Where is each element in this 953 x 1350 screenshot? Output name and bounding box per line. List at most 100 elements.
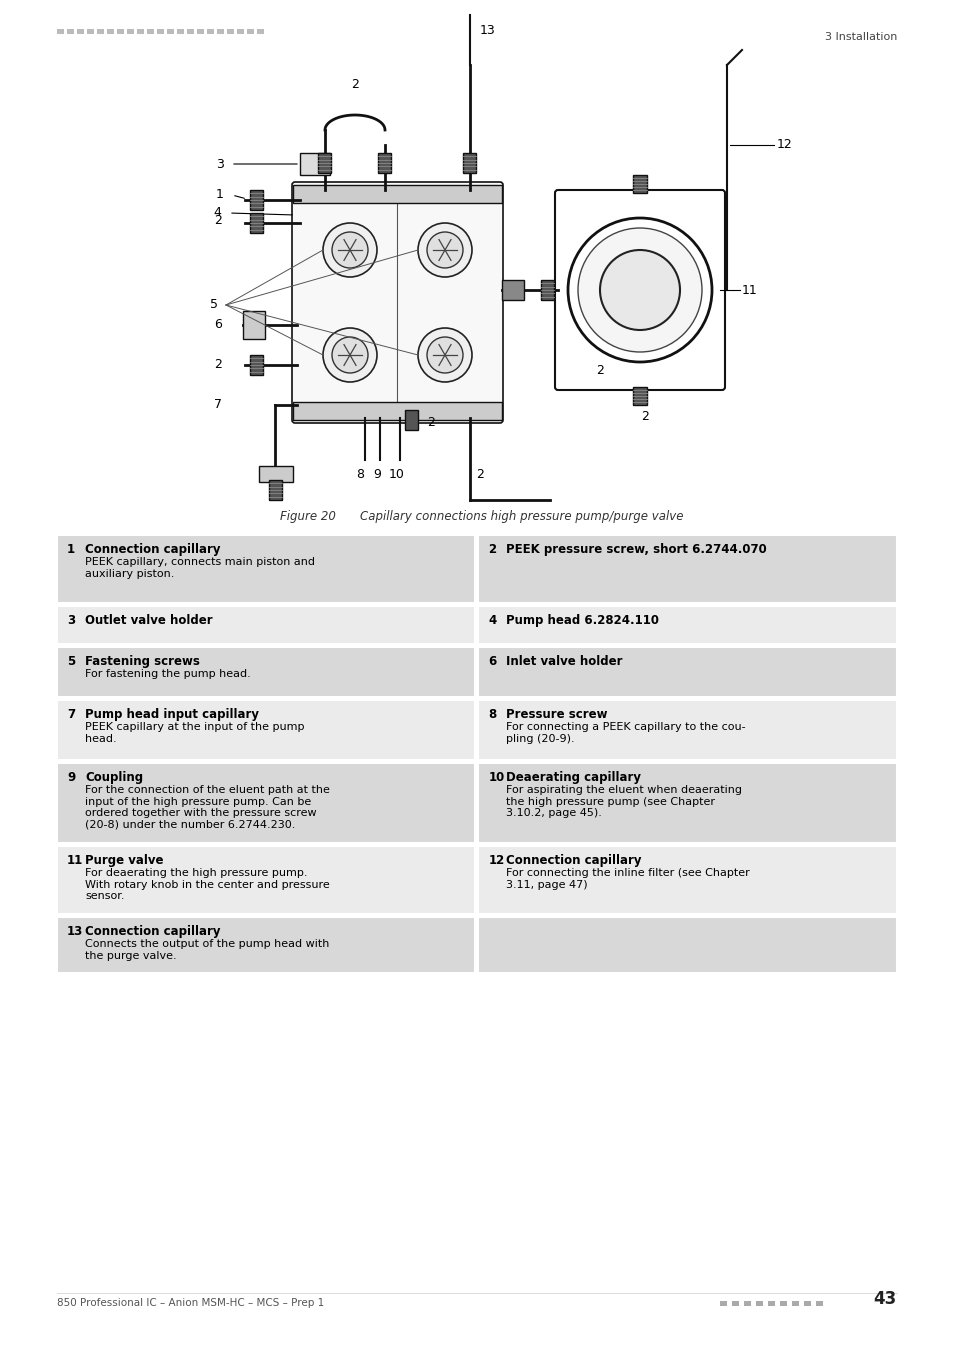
Bar xyxy=(731,1301,739,1305)
Bar xyxy=(405,410,417,431)
Bar xyxy=(478,846,896,914)
Text: 11: 11 xyxy=(67,855,83,867)
Circle shape xyxy=(578,228,701,352)
Bar xyxy=(501,279,523,300)
Text: Purge valve: Purge valve xyxy=(85,855,163,867)
Text: Pump head input capillary: Pump head input capillary xyxy=(85,707,258,721)
Text: 11: 11 xyxy=(741,284,757,297)
Bar xyxy=(207,28,213,34)
Text: Connection capillary: Connection capillary xyxy=(85,543,220,556)
Bar xyxy=(216,28,224,34)
Text: 2: 2 xyxy=(488,543,497,556)
Text: 8: 8 xyxy=(355,468,364,482)
Text: 5: 5 xyxy=(67,655,75,668)
Bar xyxy=(57,535,475,603)
Bar xyxy=(478,701,896,760)
Bar xyxy=(57,917,475,973)
Circle shape xyxy=(599,250,679,329)
Text: For connecting the inline filter (see Chapter
3.11, page 47): For connecting the inline filter (see Ch… xyxy=(506,868,749,890)
Bar xyxy=(767,1301,774,1305)
Text: Outlet valve holder: Outlet valve holder xyxy=(85,614,213,626)
Text: Connects the output of the pump head with
the purge valve.: Connects the output of the pump head wit… xyxy=(85,940,329,961)
Bar xyxy=(258,466,293,482)
Text: 7: 7 xyxy=(67,707,75,721)
Bar xyxy=(478,917,896,973)
Bar xyxy=(318,153,331,173)
Bar xyxy=(97,28,104,34)
Bar xyxy=(743,1301,750,1305)
Bar xyxy=(77,28,84,34)
Text: For connecting a PEEK capillary to the cou-
pling (20-9).: For connecting a PEEK capillary to the c… xyxy=(506,722,745,744)
Bar xyxy=(780,1301,786,1305)
FancyBboxPatch shape xyxy=(292,182,502,423)
Bar xyxy=(127,28,133,34)
Text: Pump head 6.2824.110: Pump head 6.2824.110 xyxy=(506,614,659,626)
Bar xyxy=(293,185,501,202)
Bar xyxy=(57,701,475,760)
Text: Capillary connections high pressure pump/purge valve: Capillary connections high pressure pump… xyxy=(359,510,682,522)
Bar xyxy=(251,190,263,211)
Bar xyxy=(791,1301,799,1305)
Bar xyxy=(243,310,265,339)
Text: 1: 1 xyxy=(216,189,224,201)
Text: 9: 9 xyxy=(67,771,75,784)
Text: PEEK capillary, connects main piston and
auxiliary piston.: PEEK capillary, connects main piston and… xyxy=(85,558,314,579)
Bar xyxy=(251,355,263,375)
Circle shape xyxy=(332,338,368,373)
Bar xyxy=(478,763,896,842)
Text: For fastening the pump head.: For fastening the pump head. xyxy=(85,670,251,679)
Text: For the connection of the eluent path at the
input of the high pressure pump. Ca: For the connection of the eluent path at… xyxy=(85,784,330,830)
Text: 2: 2 xyxy=(213,215,222,228)
Bar xyxy=(187,28,193,34)
Bar xyxy=(137,28,144,34)
Bar xyxy=(478,647,896,697)
Text: 13: 13 xyxy=(479,23,496,36)
Text: 5: 5 xyxy=(210,298,218,312)
Bar xyxy=(463,153,476,173)
Bar xyxy=(478,606,896,644)
Bar xyxy=(57,647,475,697)
Text: PEEK capillary at the input of the pump
head.: PEEK capillary at the input of the pump … xyxy=(85,722,304,744)
Bar xyxy=(293,402,501,420)
Bar xyxy=(57,846,475,914)
Text: 2: 2 xyxy=(213,359,222,371)
Text: For aspirating the eluent when deaerating
the high pressure pump (see Chapter
3.: For aspirating the eluent when deaeratin… xyxy=(506,784,741,818)
Bar xyxy=(633,387,646,405)
Circle shape xyxy=(417,328,472,382)
Text: 2: 2 xyxy=(476,468,483,482)
Text: For deaerating the high pressure pump.
With rotary knob in the center and pressu: For deaerating the high pressure pump. W… xyxy=(85,868,330,902)
Bar xyxy=(177,28,184,34)
Bar xyxy=(67,28,74,34)
Text: 8: 8 xyxy=(488,707,497,721)
Bar xyxy=(117,28,124,34)
Text: 7: 7 xyxy=(213,398,222,412)
Text: Deaerating capillary: Deaerating capillary xyxy=(506,771,640,784)
Bar xyxy=(147,28,153,34)
Text: 10: 10 xyxy=(488,771,504,784)
Text: Fastening screws: Fastening screws xyxy=(85,655,200,668)
Text: Figure 20: Figure 20 xyxy=(280,510,335,522)
Circle shape xyxy=(567,217,711,362)
Text: 12: 12 xyxy=(488,855,504,867)
Text: 3: 3 xyxy=(216,158,224,170)
Bar xyxy=(755,1301,762,1305)
Text: 3: 3 xyxy=(67,614,75,626)
Text: 850 Professional IC – Anion MSM-HC – MCS – Prep 1: 850 Professional IC – Anion MSM-HC – MCS… xyxy=(57,1297,324,1308)
Text: 2: 2 xyxy=(351,78,358,92)
Text: 2: 2 xyxy=(427,416,435,428)
Text: 9: 9 xyxy=(373,468,380,482)
Bar xyxy=(378,153,391,173)
Text: 2: 2 xyxy=(596,363,603,377)
Bar xyxy=(541,279,554,300)
Bar xyxy=(157,28,164,34)
Circle shape xyxy=(323,328,376,382)
Bar xyxy=(251,213,263,234)
Text: 13: 13 xyxy=(67,925,83,938)
Bar xyxy=(236,28,244,34)
Bar xyxy=(57,606,475,644)
Bar xyxy=(107,28,113,34)
Text: Inlet valve holder: Inlet valve holder xyxy=(506,655,622,668)
Text: 3 Installation: 3 Installation xyxy=(823,32,896,42)
Bar xyxy=(196,28,204,34)
Circle shape xyxy=(323,223,376,277)
